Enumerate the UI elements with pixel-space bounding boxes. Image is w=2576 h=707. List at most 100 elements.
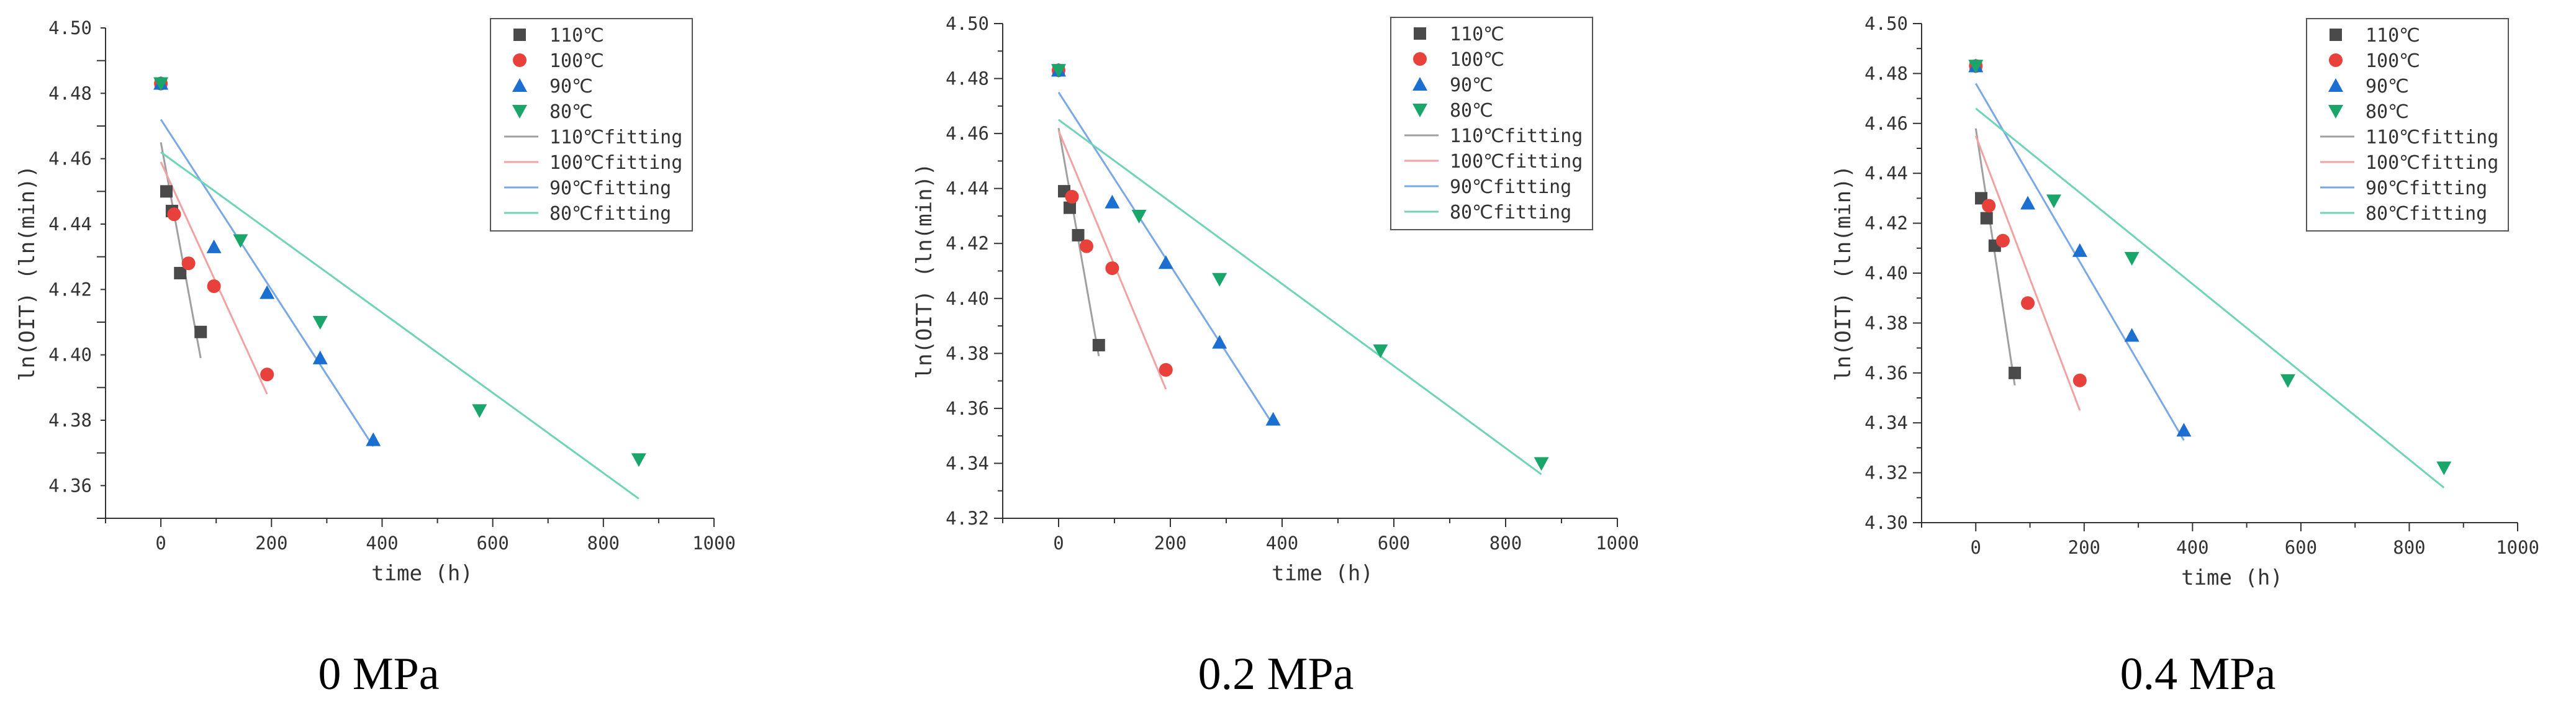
data-point xyxy=(1105,261,1119,276)
legend-label: 80℃fitting xyxy=(2366,203,2487,225)
chart-2: 0 200 400 600 800 1000 4.32 4.34 4.36 4.38 4.40 4.4… xyxy=(912,13,1639,700)
chart-caption: 0 MPa xyxy=(318,649,439,700)
data-point xyxy=(260,367,274,382)
y-tick-label: 4.32 xyxy=(1864,462,1908,484)
y-tick-label: 4.40 xyxy=(1864,263,1908,284)
data-point xyxy=(206,239,222,253)
x-axis-title: time (h) xyxy=(371,561,473,586)
data-point xyxy=(1064,201,1076,214)
fit-line xyxy=(1975,107,2445,489)
y-tick-label: 4.34 xyxy=(1864,412,1908,433)
y-tick-label: 4.40 xyxy=(946,288,989,309)
fit-line xyxy=(1974,128,2016,386)
data-point xyxy=(167,207,181,222)
data-point xyxy=(2021,296,2035,310)
data-point xyxy=(1158,255,1173,269)
y-axis-title: ln(OIT) (ln(min)) xyxy=(15,165,40,381)
data-point xyxy=(1065,189,1079,204)
legend-label: 90℃fitting xyxy=(549,178,671,199)
y-tick-label: 4.38 xyxy=(48,410,92,431)
x-tick-label: 0 xyxy=(1053,533,1064,554)
y-tick-label: 4.30 xyxy=(1864,512,1908,533)
legend-box xyxy=(2306,18,2509,232)
data-point xyxy=(2046,194,2061,209)
legend-label: 100℃fitting xyxy=(1450,151,1583,173)
x-tick-label: 0 xyxy=(155,533,166,554)
chart-3: 0 200 400 600 800 1000 4.30 4.32 4.34 4.36 4.38 4.4… xyxy=(1831,13,2539,700)
data-point xyxy=(194,325,207,338)
x-axis-title: time (h) xyxy=(2181,565,2283,590)
data-point xyxy=(2176,423,2192,437)
legend-label: 110℃ xyxy=(1450,24,1504,45)
chart-caption: 0.2 MPa xyxy=(1198,649,1354,700)
chart-1: 0 200 400 600 800 1000 4.36 4.38 4.40 4.42 4.44 4.4… xyxy=(15,17,736,700)
x-tick-label: 400 xyxy=(366,533,398,554)
data-point xyxy=(1131,209,1147,223)
x-tick-label: 800 xyxy=(1489,533,1522,554)
x-tick-label: 600 xyxy=(2285,537,2317,558)
y-tick-label: 4.44 xyxy=(48,214,92,235)
legend-label: 90℃fitting xyxy=(2366,178,2487,199)
data-point xyxy=(233,234,248,248)
data-point xyxy=(181,256,196,271)
y-tick-label: 4.32 xyxy=(946,508,989,529)
data-point xyxy=(260,285,275,299)
y-axis-title: ln(OIT) (ln(min)) xyxy=(1831,165,1856,381)
legend-label: 110℃fitting xyxy=(549,127,682,148)
y-tick-label: 4.42 xyxy=(946,233,989,254)
fit-line xyxy=(160,151,639,500)
data-point xyxy=(1995,233,2010,248)
data-point xyxy=(2072,243,2087,257)
fit-line xyxy=(1057,127,1100,357)
y-tick-label: 4.44 xyxy=(946,178,989,199)
y-tick-label: 4.42 xyxy=(1864,213,1908,234)
data-point xyxy=(160,185,173,198)
y-tick-label: 4.50 xyxy=(946,13,989,34)
legend-label: 100℃ xyxy=(2366,50,2420,72)
x-tick-label: 1000 xyxy=(2496,537,2539,558)
x-tick-label: 200 xyxy=(1154,533,1186,554)
data-point xyxy=(2009,366,2022,379)
legend-label: 90℃ xyxy=(2366,76,2409,97)
y-tick-label: 4.36 xyxy=(48,475,92,496)
data-point xyxy=(2124,251,2140,266)
data-point xyxy=(1212,272,1227,287)
y-tick-label: 4.48 xyxy=(48,83,92,104)
legend-marker xyxy=(513,29,526,41)
data-point xyxy=(1105,194,1120,209)
legend-box xyxy=(490,18,693,232)
legend-label: 90℃ xyxy=(549,76,593,97)
x-tick-label: 800 xyxy=(587,533,620,554)
legend-marker xyxy=(512,78,527,92)
data-point xyxy=(1080,239,1093,253)
y-tick-label: 4.36 xyxy=(1864,363,1908,384)
legend-label: 110℃fitting xyxy=(2366,127,2498,148)
legend-label: 90℃fitting xyxy=(1450,176,1571,198)
data-point xyxy=(2020,196,2036,210)
y-tick-label: 4.48 xyxy=(946,68,989,89)
fit-line xyxy=(1974,83,2185,441)
data-point xyxy=(1092,339,1105,352)
data-point xyxy=(312,350,328,364)
x-tick-label: 400 xyxy=(1266,533,1298,554)
y-tick-label: 4.50 xyxy=(48,17,92,38)
fit-line xyxy=(1974,135,2081,411)
data-point xyxy=(1980,212,1993,225)
legend-label: 80℃ xyxy=(2366,101,2409,123)
legend-label: 100℃fitting xyxy=(549,152,682,174)
legend-marker xyxy=(1413,52,1427,66)
legend-marker xyxy=(2328,78,2343,92)
data-point xyxy=(174,267,187,279)
data-point xyxy=(1373,344,1388,358)
legend-label: 110℃ xyxy=(549,25,604,47)
y-tick-label: 4.48 xyxy=(1864,63,1908,84)
legend: 110℃ 100℃ 90℃ 80℃ 110℃fitting 100℃fitting 90℃f… xyxy=(1390,17,1593,230)
y-tick-label: 4.50 xyxy=(1864,13,1908,34)
legend-marker xyxy=(512,105,527,119)
fit-line xyxy=(1058,119,1542,475)
legend-marker xyxy=(1412,77,1427,91)
legend: 110℃ 100℃ 90℃ 80℃ 110℃fitting 100℃fitting 90℃f… xyxy=(490,18,693,232)
y-tick-label: 4.42 xyxy=(48,279,92,300)
legend-label: 80℃fitting xyxy=(1450,202,1571,223)
